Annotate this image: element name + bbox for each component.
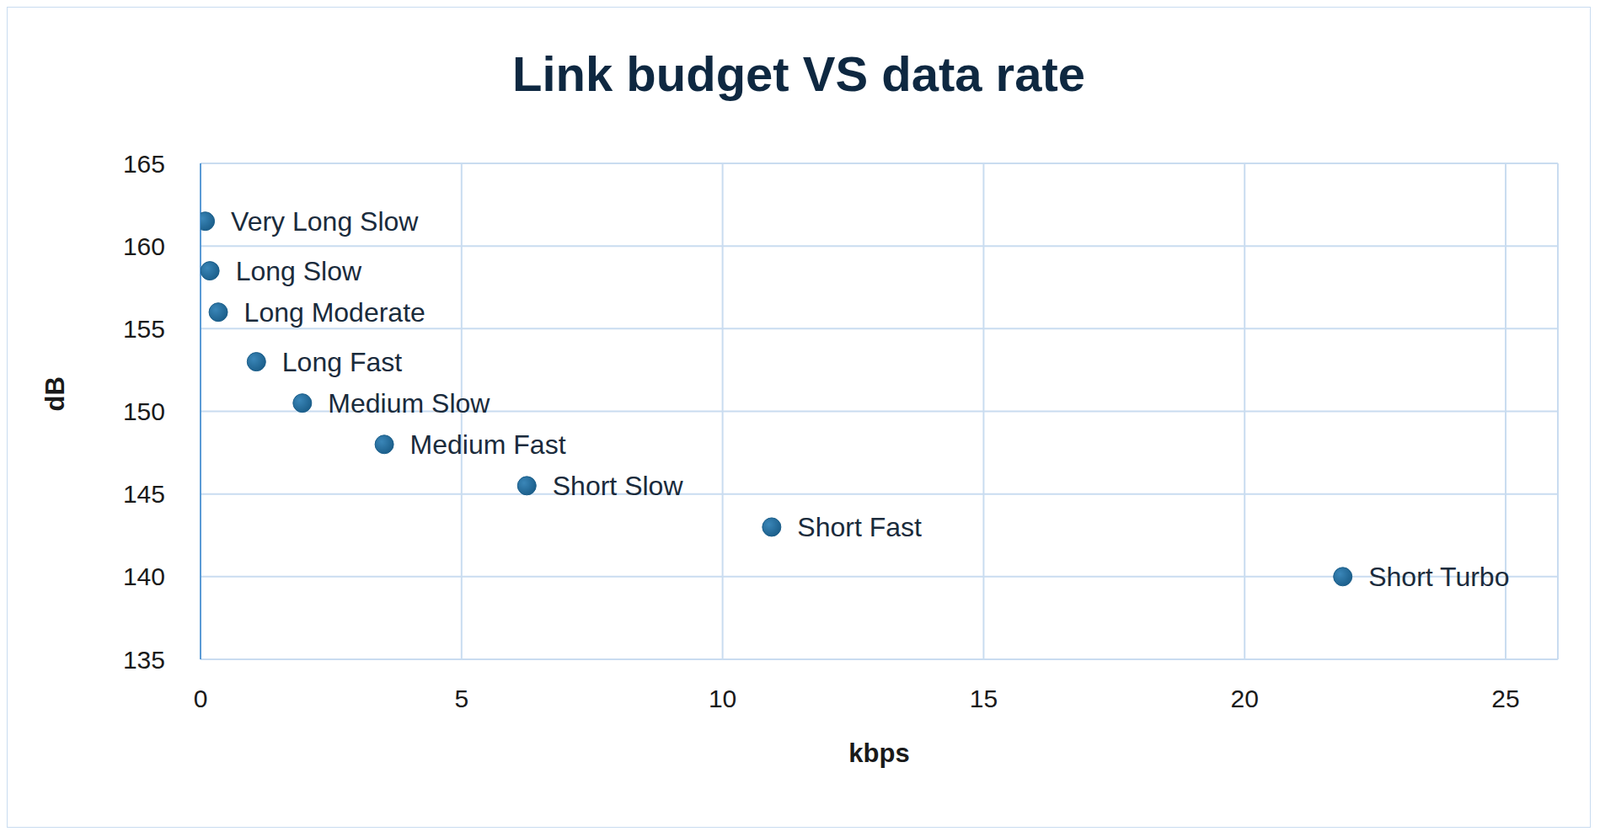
svg-text:Short Fast: Short Fast bbox=[797, 512, 922, 543]
svg-text:15: 15 bbox=[969, 684, 998, 713]
svg-text:150: 150 bbox=[123, 397, 166, 426]
html-text:Link budget VS data rate: Link budget VS data rate bbox=[512, 46, 1086, 102]
svg-text:dB: dB bbox=[40, 376, 70, 412]
svg-text:Medium Slow: Medium Slow bbox=[327, 388, 491, 419]
svg-text:Short Slow: Short Slow bbox=[552, 470, 685, 502]
svg-text:20: 20 bbox=[1230, 684, 1259, 713]
svg-text:0: 0 bbox=[193, 684, 209, 713]
svg-text:140: 140 bbox=[123, 562, 166, 591]
svg-text:135: 135 bbox=[123, 646, 166, 675]
svg-text:145: 145 bbox=[123, 480, 166, 509]
svg-text:5: 5 bbox=[454, 684, 469, 713]
svg-text:Short Turbo: Short Turbo bbox=[1368, 561, 1510, 593]
svg-text:Very Long Slow: Very Long Slow bbox=[230, 206, 419, 237]
svg-text:165: 165 bbox=[123, 149, 166, 178]
svg-text:160: 160 bbox=[123, 232, 166, 261]
svg-text:Long Fast: Long Fast bbox=[282, 347, 402, 378]
svg-text:kbps: kbps bbox=[848, 738, 910, 769]
svg-text:155: 155 bbox=[123, 315, 166, 343]
svg-text:Long Slow: Long Slow bbox=[235, 256, 363, 287]
svg-text:10: 10 bbox=[708, 684, 737, 713]
svg-text:25: 25 bbox=[1491, 684, 1520, 713]
svg-text:Long Moderate: Long Moderate bbox=[244, 297, 426, 328]
svg-text:Medium Fast: Medium Fast bbox=[410, 429, 567, 461]
